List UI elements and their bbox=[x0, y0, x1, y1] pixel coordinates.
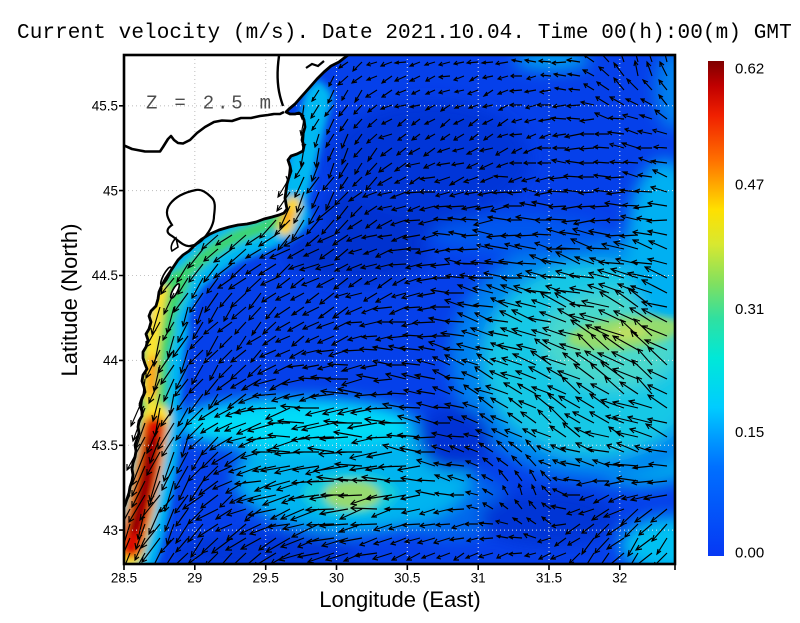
svg-text:Latitude (North): Latitude (North) bbox=[57, 224, 82, 377]
svg-text:0.47: 0.47 bbox=[735, 177, 764, 194]
svg-text:0.31: 0.31 bbox=[735, 301, 764, 318]
svg-text:29: 29 bbox=[187, 571, 202, 586]
svg-text:43.5: 43.5 bbox=[92, 438, 118, 453]
svg-text:Current velocity (m/s). Date 2: Current velocity (m/s). Date 2021.10.04.… bbox=[17, 22, 792, 45]
svg-text:28.5: 28.5 bbox=[111, 571, 137, 586]
svg-text:Z = 2.5 m: Z = 2.5 m bbox=[146, 93, 274, 115]
svg-text:43: 43 bbox=[103, 523, 118, 538]
svg-text:Longitude (East): Longitude (East) bbox=[319, 587, 480, 612]
svg-text:0.15: 0.15 bbox=[735, 424, 764, 441]
svg-text:45: 45 bbox=[103, 183, 118, 198]
svg-text:45.5: 45.5 bbox=[92, 99, 118, 114]
svg-text:0.62: 0.62 bbox=[735, 61, 764, 78]
svg-text:30.5: 30.5 bbox=[394, 571, 420, 586]
svg-text:44.5: 44.5 bbox=[92, 268, 118, 283]
svg-text:44: 44 bbox=[103, 353, 119, 368]
svg-text:32: 32 bbox=[612, 571, 627, 586]
svg-text:29.5: 29.5 bbox=[253, 571, 279, 586]
svg-text:31.5: 31.5 bbox=[536, 571, 562, 586]
svg-text:31: 31 bbox=[471, 571, 486, 586]
svg-text:30: 30 bbox=[329, 571, 344, 586]
svg-text:0.00: 0.00 bbox=[735, 544, 764, 561]
